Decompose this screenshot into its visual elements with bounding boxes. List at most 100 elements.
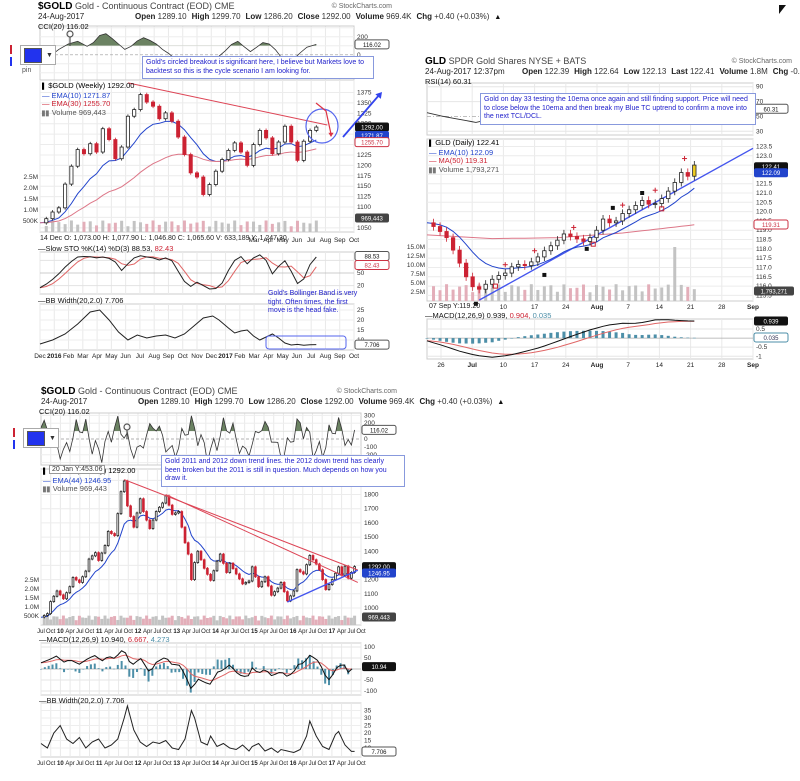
svg-text:Jul: Jul (309, 761, 317, 767)
symbol: $GOLD (41, 386, 76, 397)
svg-text:Jul: Jul (115, 761, 123, 767)
svg-text:11: 11 (96, 761, 103, 767)
svg-text:120.5: 120.5 (756, 199, 773, 206)
svg-text:122.09: 122.09 (762, 171, 781, 177)
legend-ema10: EMA(10) 1271.87 (42, 91, 134, 101)
svg-text:Dec: Dec (34, 353, 46, 360)
symbol-desc: Gold - Continuous Contract (EOD) CME (74, 1, 235, 11)
svg-text:30: 30 (364, 715, 372, 722)
legend: $GOLD (Weekly) 1292.00 EMA(10) 1271.87 E… (42, 81, 134, 118)
svg-text:7.706: 7.706 (364, 343, 380, 349)
svg-text:Oct: Oct (240, 761, 250, 767)
copyright: © StockCharts.com (731, 58, 792, 65)
svg-text:Mar: Mar (248, 353, 260, 360)
blue-pen-swatch[interactable] (13, 440, 15, 449)
svg-text:Jul: Jul (231, 761, 239, 767)
svg-text:Apr: Apr (182, 629, 191, 635)
svg-text:-0.5: -0.5 (756, 344, 768, 351)
axis-mid: Jul Oct 10 Apr Jul Oct 11 Apr Jul Oct 12 Apr Jul Oct 1… (37, 629, 366, 635)
red-pen-swatch[interactable] (10, 45, 12, 54)
ohlc-field-label: Last (671, 67, 690, 76)
svg-text:117.0: 117.0 (756, 264, 772, 271)
red-pen-swatch[interactable] (13, 428, 15, 437)
svg-text:16: 16 (290, 629, 297, 635)
svg-text:Jul: Jul (115, 629, 123, 635)
svg-text:Apr: Apr (259, 629, 268, 635)
svg-text:Jul: Jul (76, 761, 84, 767)
svg-text:1700: 1700 (364, 506, 379, 513)
svg-text:Jun: Jun (120, 353, 131, 360)
svg-text:Oct: Oct (162, 761, 172, 767)
svg-text:2.5M: 2.5M (24, 174, 38, 181)
svg-text:Oct: Oct (85, 761, 95, 767)
svg-text:Jul: Jul (270, 761, 278, 767)
chart-plot-area[interactable]: 3002000-100-200-300116.02100011001200130… (13, 385, 403, 775)
svg-text:120.0: 120.0 (756, 209, 773, 216)
annotation-breakout: Gold's circled breakout is significant h… (142, 56, 374, 79)
svg-text:Jul: Jul (37, 629, 45, 635)
ohlc-field-label: Low (623, 67, 642, 76)
svg-text:17: 17 (329, 761, 336, 767)
ohlc-field-value: 122.64 (594, 67, 619, 76)
svg-text:200: 200 (357, 34, 368, 41)
ohlc-field-value: +0.40 (+0.03%) (434, 12, 490, 21)
color-picker-dropdown[interactable]: ▼ (20, 45, 56, 65)
svg-text:Oct: Oct (201, 629, 211, 635)
ohlc-field-value: 122.13 (641, 67, 667, 76)
chart-plot-area[interactable]: 9070503060.31115.5116.0116.5117.0117.511… (405, 55, 798, 373)
ohlc-field-value: 1.8M (749, 67, 768, 76)
axis-tooltip: 07 Sep Y:119.20 (429, 303, 481, 310)
svg-text:115.5: 115.5 (756, 292, 772, 299)
svg-text:Jul: Jul (309, 629, 317, 635)
svg-text:1100: 1100 (364, 591, 378, 598)
svg-text:2017: 2017 (218, 353, 233, 360)
svg-text:35: 35 (364, 708, 372, 715)
svg-text:1.0M: 1.0M (25, 604, 39, 611)
blue-pen-swatch[interactable] (10, 57, 12, 66)
svg-text:Oct: Oct (279, 761, 289, 767)
svg-text:Apr: Apr (65, 761, 74, 767)
ohlc-row: 24-Aug-2017 12:37pm Open 122.39 High 122.6… (425, 67, 800, 76)
svg-text:1400: 1400 (364, 548, 379, 555)
ohlc-field-value: 1286.20 (266, 397, 296, 406)
ohlc-field-value: 1299.70 (214, 397, 244, 406)
svg-text:118.5: 118.5 (756, 237, 772, 244)
annotation-10ema: Gold on day 33 testing the 10ema once ag… (480, 93, 756, 125)
svg-text:Sep: Sep (163, 353, 175, 360)
ohlc-field-label: Chg (416, 12, 435, 21)
svg-text:25: 25 (364, 723, 372, 730)
svg-text:200: 200 (364, 420, 375, 427)
svg-text:Oct: Oct (356, 761, 366, 767)
pushpin-icon[interactable] (121, 423, 133, 441)
svg-text:Aug: Aug (148, 353, 160, 360)
svg-text:Oct: Oct (201, 761, 211, 767)
ohlc-field-label: Volume (358, 397, 390, 406)
svg-text:1246.95: 1246.95 (368, 571, 390, 577)
symbol: $GOLD (38, 1, 73, 12)
svg-text:13: 13 (173, 761, 180, 767)
ohlc-field-label: Chg (419, 397, 438, 406)
svg-text:Apr: Apr (263, 353, 274, 360)
svg-text:Jul: Jul (76, 629, 84, 635)
ohlc-field-label: High (194, 397, 215, 406)
svg-text:Apr: Apr (92, 353, 103, 360)
svg-text:10: 10 (57, 629, 64, 635)
svg-text:17: 17 (531, 304, 539, 311)
ema-lines (40, 508, 355, 618)
svg-text:1600: 1600 (364, 520, 379, 527)
current-color-swatch (27, 430, 45, 446)
color-picker-dropdown[interactable]: ▼ (23, 428, 59, 448)
date: 24-Aug-2017 (41, 397, 88, 406)
svg-text:Oct: Oct (356, 629, 366, 635)
svg-text:123.0: 123.0 (756, 153, 773, 160)
svg-text:969,443: 969,443 (361, 217, 383, 223)
svg-text:Jul: Jul (307, 353, 316, 360)
svg-text:15: 15 (357, 327, 365, 334)
svg-text:118.0: 118.0 (756, 246, 772, 253)
svg-text:Oct: Oct (349, 353, 359, 360)
copyright: © StockCharts.com (331, 3, 392, 10)
pushpin-icon[interactable] (64, 30, 76, 48)
svg-text:17: 17 (531, 362, 539, 369)
svg-text:Jul: Jul (192, 761, 200, 767)
